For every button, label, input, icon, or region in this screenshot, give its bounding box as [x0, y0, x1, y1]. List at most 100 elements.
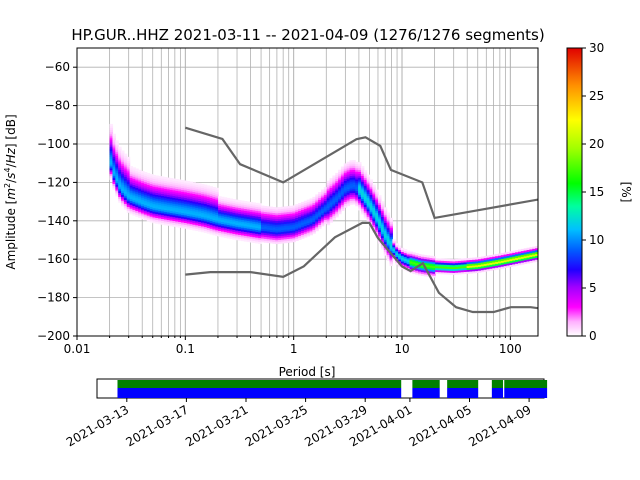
heat-cell [143, 183, 148, 186]
heat-cell [306, 224, 311, 227]
heat-cell [312, 196, 316, 200]
heat-cell [243, 235, 248, 238]
heat-cell [452, 263, 456, 266]
heat-cell [303, 221, 308, 225]
heat-cell [483, 267, 488, 270]
heat-cell [166, 221, 171, 224]
heat-cell [269, 241, 273, 244]
heat-cell [206, 193, 211, 196]
heat-cell [206, 216, 211, 219]
heat-cell [280, 220, 285, 223]
heat-cell [323, 190, 328, 194]
heat-cell [246, 216, 251, 220]
heat-cell [309, 227, 313, 230]
heat-cell [389, 240, 393, 244]
heat-cell [183, 207, 188, 210]
heat-cell [235, 220, 239, 223]
heat-cell [243, 220, 248, 223]
heat-cell [406, 259, 411, 263]
heat-cell [383, 213, 388, 216]
heat-cell [126, 206, 131, 210]
heat-cell [126, 187, 131, 190]
heat-cell [518, 253, 522, 256]
heat-cell [215, 207, 219, 210]
heat-cell [178, 183, 182, 186]
heat-cell [212, 221, 216, 224]
heat-cell [266, 237, 271, 240]
heat-cell [203, 190, 208, 193]
heat-cell [238, 230, 242, 234]
heat-cell [358, 167, 362, 171]
heat-cell [292, 232, 296, 235]
heat-cell [340, 191, 345, 194]
heat-cell [109, 173, 114, 177]
heat-cell [141, 170, 145, 174]
heat-cell [201, 199, 205, 202]
heat-cell [243, 214, 248, 217]
heat-cell [141, 182, 145, 185]
heat-cell [115, 155, 119, 158]
heat-cell [372, 205, 376, 208]
heat-cell [309, 200, 313, 203]
heat-cell [132, 171, 136, 174]
heat-cell [189, 216, 194, 219]
heat-cell [186, 198, 191, 201]
heat-cell [129, 179, 134, 182]
heat-cell [243, 227, 248, 231]
heat-cell [278, 207, 282, 210]
heat-cell [169, 197, 174, 200]
heat-cell [152, 201, 156, 205]
heat-cell [178, 210, 182, 213]
heat-cell [115, 176, 119, 180]
heat-cell [332, 177, 336, 180]
heat-cell [286, 238, 291, 241]
heat-cell [380, 239, 385, 242]
heat-cell [358, 175, 362, 178]
heat-cell [123, 197, 128, 201]
heat-cell [235, 238, 239, 241]
heat-cell [500, 256, 505, 260]
heat-cell [161, 201, 165, 204]
heat-cell [320, 203, 325, 206]
heat-cell [463, 264, 468, 267]
heat-cell [149, 206, 154, 209]
heat-cell [386, 231, 391, 234]
heat-cell [515, 251, 519, 255]
heat-cell [195, 219, 199, 222]
heat-cell [115, 163, 119, 166]
heat-cell [143, 185, 148, 188]
heat-cell [155, 219, 159, 222]
heat-cell [280, 233, 285, 236]
heat-cell [189, 220, 194, 223]
heat-cell [369, 192, 373, 196]
heat-cell [149, 204, 154, 208]
heat-cell [146, 215, 151, 218]
heat-cell [306, 209, 311, 212]
heat-cell [215, 195, 219, 198]
heat-cell [189, 198, 194, 202]
heat-cell [338, 192, 342, 196]
heat-cell [118, 183, 122, 186]
heat-cell [463, 262, 468, 265]
heat-cell [446, 264, 451, 267]
heat-cell [409, 255, 413, 258]
heat-cell [155, 179, 159, 182]
heat-cell [235, 218, 239, 222]
heat-cell [480, 269, 485, 273]
heat-cell [369, 187, 373, 190]
heat-cell [366, 191, 371, 195]
heat-cell [360, 194, 365, 198]
heat-cell [260, 234, 265, 237]
heat-cell [183, 220, 188, 224]
heat-cell [358, 181, 362, 184]
heat-cell [112, 179, 116, 183]
heat-cell [489, 268, 493, 271]
heat-cell [292, 234, 296, 237]
heat-cell [420, 260, 425, 263]
heat-cell [152, 196, 156, 199]
heat-cell [315, 217, 319, 220]
heat-cell [246, 226, 251, 229]
heat-cell [283, 240, 288, 244]
heat-cell [192, 222, 196, 225]
heat-cell [343, 165, 348, 168]
